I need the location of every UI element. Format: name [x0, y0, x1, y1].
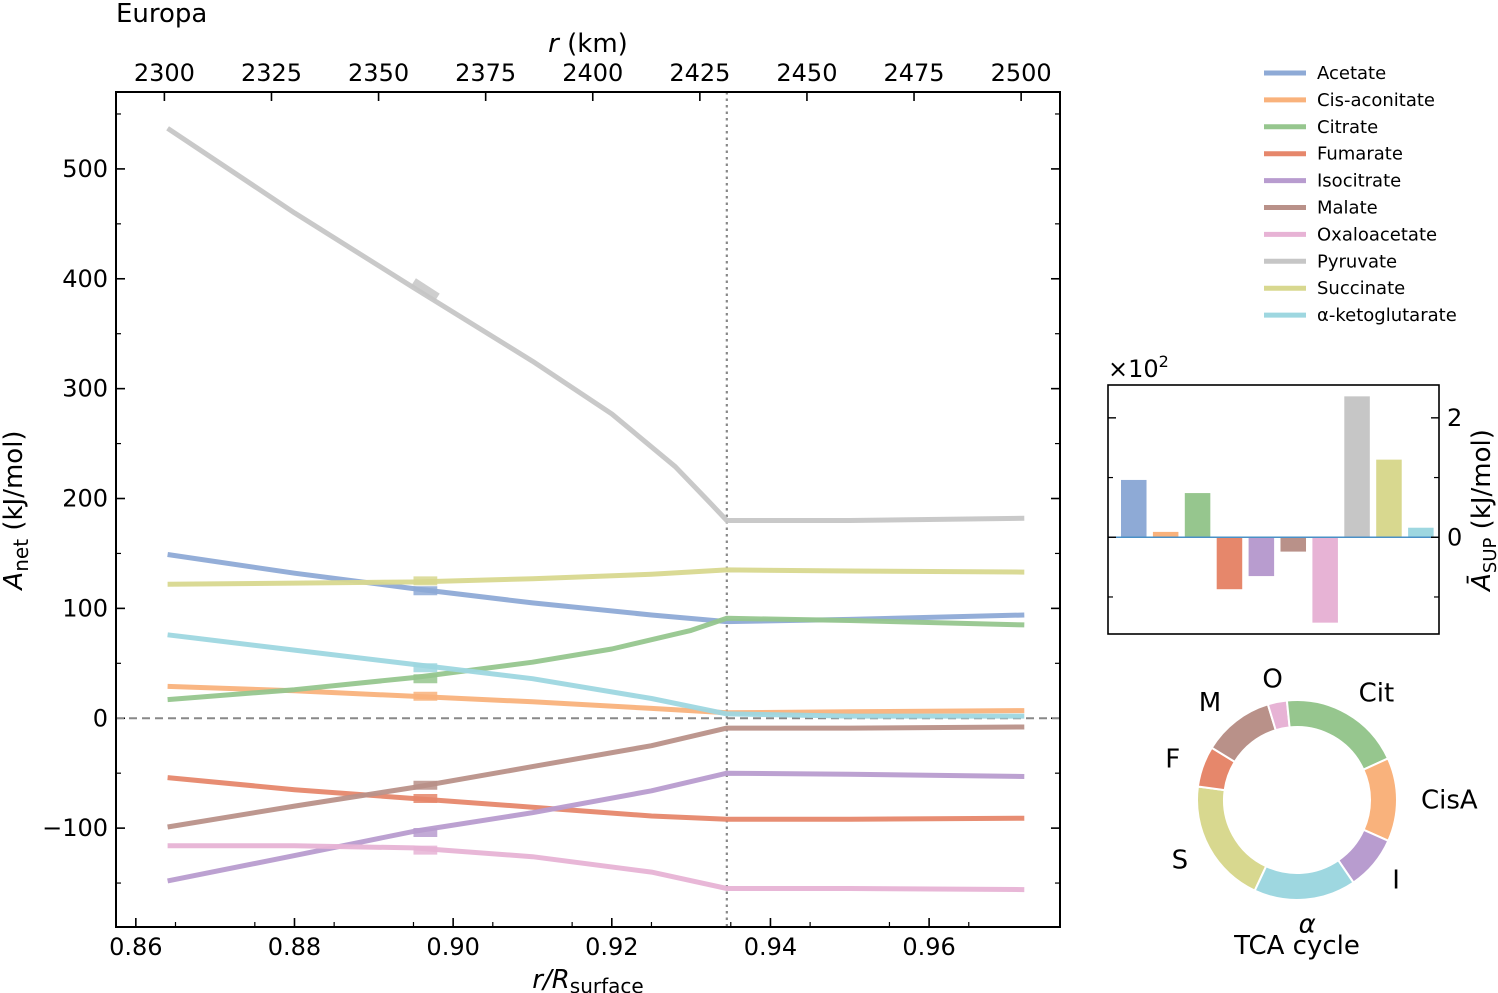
series-line-malate: [167, 724, 1025, 830]
top-tick-label: 2375: [455, 59, 516, 87]
donut-slice-cisa: [1362, 757, 1398, 843]
y-tick-label: 200: [62, 485, 108, 513]
legend-label-isocitrate: Isocitrate: [1317, 171, 1401, 192]
bar-alpha-ketoglutarate: [1408, 527, 1434, 538]
x-tick-label: 0.86: [109, 933, 162, 961]
donut-slices: [1196, 699, 1398, 901]
legend: Acetate Cis-aconitate Citrate Fumarate Isoci…: [1264, 63, 1457, 326]
legend-label-acetate: Acetate: [1317, 63, 1386, 84]
series-line-citrate: [167, 615, 1025, 703]
top-x-axis-label: r (km): [548, 29, 628, 59]
legend-label-oxaloacetate: Oxaloacetate: [1317, 224, 1437, 245]
series-line-acetate: [167, 552, 1025, 625]
top-tick-label: 2325: [241, 59, 302, 87]
bar-citrate: [1184, 493, 1211, 538]
legend-label-succinate: Succinate: [1317, 278, 1405, 299]
series-line-pyruvate: [166, 126, 1025, 523]
y-tick-label: 100: [62, 594, 108, 622]
donut-slice-alpha: [1253, 858, 1355, 901]
donut-label-m: M: [1199, 688, 1221, 718]
top-tick-label: 2400: [562, 59, 623, 87]
x-tick-label: 0.96: [902, 933, 955, 961]
series-segment-pyruvate: [411, 278, 440, 302]
legend-label-citrate: Citrate: [1317, 117, 1378, 138]
series-line-oxaloacetate: [167, 843, 1025, 893]
series-lines: [166, 126, 1025, 893]
bar-chart-inset: ×102 ĀSUP (kJ/mol) 02: [1107, 352, 1498, 635]
bar-y-tick-label: 2: [1447, 404, 1462, 432]
bar-plot-frame: [1107, 384, 1440, 635]
bar-marks: [1121, 396, 1434, 623]
bar-acetate: [1121, 479, 1147, 538]
donut-label-i: I: [1392, 865, 1400, 895]
donut-label-cisa: CisA: [1421, 785, 1478, 815]
top-tick-label: 2300: [134, 59, 195, 87]
donut-title: TCA cycle: [1233, 931, 1360, 961]
legend-label-malate: Malate: [1317, 198, 1378, 219]
donut-slice-m: [1210, 703, 1277, 764]
y-tick-label: 300: [62, 375, 108, 403]
x-axis-label: r/Rsurface: [532, 965, 643, 993]
donut-label-f: F: [1165, 744, 1180, 774]
bar-malate: [1280, 537, 1307, 552]
main-axis-ticks: 0.86 0.88 0.90 0.92 0.94 0.96 −100 0 100 200 300 40…: [42, 59, 1060, 961]
donut-labels: S FM O Cit CisA Iα: [1165, 664, 1478, 939]
legend-label-pyruvate: Pyruvate: [1317, 251, 1397, 272]
bar-fumarate: [1216, 537, 1243, 590]
main-plot-frame: [115, 91, 1061, 928]
bar-scale-label: ×102: [1108, 352, 1169, 383]
top-tick-label: 2425: [669, 59, 730, 87]
series-line-isocitrate: [167, 770, 1025, 884]
donut-label-o: O: [1262, 664, 1282, 694]
bar-pyruvate: [1344, 396, 1370, 538]
bar-succinate: [1376, 459, 1402, 538]
donut-label-cit: Cit: [1359, 678, 1395, 708]
legend-label-alpha-ketoglutarate: α-ketoglutarate: [1317, 305, 1457, 326]
bar-axis-ticks: 02: [1108, 404, 1462, 598]
series-line-alpha-ketoglutarate: [167, 632, 1025, 719]
donut-slice-cit: [1285, 699, 1390, 771]
donut-slice-s: [1196, 785, 1268, 892]
bar-y-tick-label: 0: [1447, 523, 1462, 551]
y-tick-label: −100: [42, 814, 108, 842]
donut-label-alpha: α: [1299, 910, 1316, 940]
y-tick-label: 400: [62, 265, 108, 293]
x-tick-label: 0.92: [585, 933, 638, 961]
y-tick-label: 0: [93, 704, 108, 732]
top-tick-label: 2450: [776, 59, 837, 87]
bar-y-axis-label: ĀSUP (kJ/mol): [1466, 429, 1498, 593]
chart-title: Europa: [116, 0, 207, 29]
top-tick-label: 2350: [348, 59, 409, 87]
x-tick-label: 0.94: [744, 933, 797, 961]
bar-isocitrate: [1248, 537, 1275, 577]
donut-label-s: S: [1172, 845, 1189, 875]
bar-oxaloacetate: [1312, 537, 1338, 623]
series-line-cis-aconitate: [167, 683, 1025, 716]
top-tick-label: 2475: [883, 59, 944, 87]
main-line-chart: Europa r (km) r/Rsurface Anet (kJ/mol) 0…: [0, 0, 1061, 993]
x-tick-label: 0.88: [268, 933, 321, 961]
y-tick-label: 500: [62, 155, 108, 183]
top-tick-label: 2500: [991, 59, 1052, 87]
series-line-fumarate: [167, 775, 1025, 822]
legend-label-fumarate: Fumarate: [1317, 144, 1403, 165]
donut-chart: S FM O Cit CisA Iα TCA cycle: [1165, 664, 1478, 961]
bar-cis-aconitate: [1152, 531, 1179, 538]
x-tick-label: 0.90: [426, 933, 479, 961]
legend-label-cis-aconitate: Cis-aconitate: [1317, 90, 1435, 111]
y-axis-label: Anet (kJ/mol): [0, 430, 33, 591]
series-line-succinate: [167, 567, 1025, 587]
